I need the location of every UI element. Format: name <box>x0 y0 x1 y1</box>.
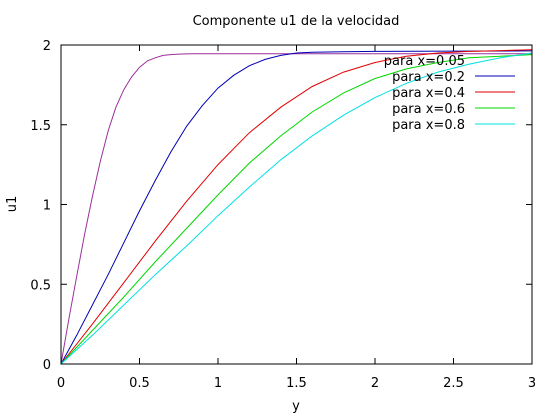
chart-title: Componente u1 de la velocidad <box>193 14 400 29</box>
ticks-layer: 0 0.5 1 1.5 2 2.5 3 0 0.5 1 1.5 2 <box>30 39 536 391</box>
series-line-4 <box>60 54 533 365</box>
x-tick-label: 0.5 <box>129 376 150 391</box>
y-tick-label: 2 <box>43 39 51 54</box>
legend-label: para x=0.6 <box>392 102 465 117</box>
series-line-2 <box>60 50 533 365</box>
series-line-3 <box>60 49 533 365</box>
legend-label: para x=0.2 <box>392 70 465 85</box>
legend-label: para x=0.05 <box>384 54 465 69</box>
series-layer <box>60 49 533 365</box>
y-tick-label: 1 <box>43 199 51 214</box>
series-line-1 <box>60 53 532 365</box>
y-tick-label: 1.5 <box>30 119 51 134</box>
y-tick-label: 0.5 <box>30 278 51 293</box>
x-tick-label: 2 <box>371 376 379 391</box>
x-axis-label: y <box>292 399 300 413</box>
x-tick-label: 1 <box>214 376 222 391</box>
x-tick-label: 0 <box>57 376 65 391</box>
legend-label: para x=0.8 <box>392 118 465 133</box>
y-axis-label: u1 <box>5 196 20 213</box>
x-tick-label: 2.5 <box>443 376 464 391</box>
x-tick-label: 3 <box>528 376 536 391</box>
y-tick-label: 0 <box>43 358 51 373</box>
x-tick-label: 1.5 <box>286 376 307 391</box>
series-line-5 <box>60 52 533 365</box>
legend-label: para x=0.4 <box>392 86 465 101</box>
